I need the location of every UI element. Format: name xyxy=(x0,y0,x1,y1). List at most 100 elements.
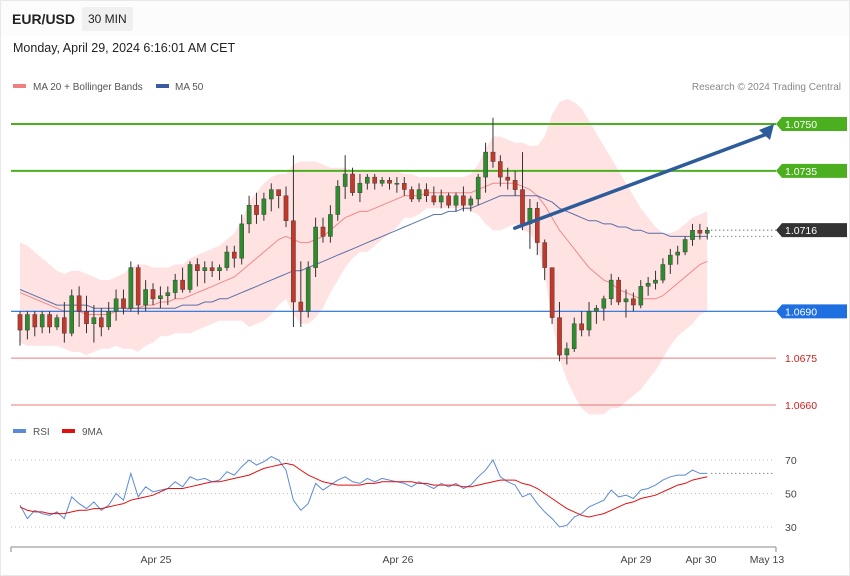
candle-down xyxy=(505,176,511,181)
candle-up xyxy=(571,323,577,349)
candle-down xyxy=(424,189,429,197)
candle-down xyxy=(520,189,525,225)
candle-up xyxy=(143,289,148,306)
candle-up xyxy=(165,292,171,296)
candle-down xyxy=(195,264,200,271)
candle-up xyxy=(128,267,134,309)
rsi-tick-70: 70 xyxy=(785,455,797,467)
candle-up xyxy=(438,195,444,203)
level-tag-1.0690 xyxy=(776,304,847,319)
candle-down xyxy=(180,279,185,290)
level-label-1.0750: 1.0750 xyxy=(785,119,817,131)
level-tag-1.0750 xyxy=(776,117,847,131)
candle-up xyxy=(54,317,60,328)
candle-up xyxy=(342,173,348,187)
forecast-arrow-head xyxy=(759,124,774,140)
watermark-text: Research © 2024 Trading Central xyxy=(692,82,841,93)
candle-down xyxy=(542,242,547,268)
candle-up xyxy=(690,229,695,240)
candle-down xyxy=(409,189,415,200)
candle-down xyxy=(150,289,156,300)
candle-up xyxy=(705,229,710,234)
legend-swatch-rsi xyxy=(13,429,26,433)
candle-down xyxy=(135,267,141,306)
last-price-tag xyxy=(776,223,847,238)
candle-up xyxy=(313,226,318,268)
candle-down xyxy=(549,267,555,318)
candle-down xyxy=(291,220,296,303)
forecast-arrow-shaft xyxy=(512,132,769,230)
candle-up xyxy=(172,279,178,293)
candle-up xyxy=(653,279,658,284)
level-label-1.0660: 1.0660 xyxy=(785,400,817,412)
candle-down xyxy=(276,189,281,197)
candle-up xyxy=(261,198,267,215)
candle-up xyxy=(239,223,245,259)
candle-up xyxy=(594,308,599,312)
level-label-1.0675: 1.0675 xyxy=(785,353,817,365)
x-tick-May-13: May 13 xyxy=(750,554,785,566)
legend-swatch-ma20 xyxy=(13,84,26,88)
candle-up xyxy=(305,267,311,312)
candle-down xyxy=(697,229,703,234)
candle-up xyxy=(475,176,481,200)
timeframe-badge[interactable]: 30 MIN xyxy=(82,7,133,31)
candle-up xyxy=(335,186,341,215)
candle-up xyxy=(483,151,488,178)
candle-up xyxy=(564,348,570,356)
candle-up xyxy=(328,214,333,237)
candle-up xyxy=(158,295,163,300)
level-label-1.0735: 1.0735 xyxy=(785,166,817,178)
symbol-label: EUR/USD xyxy=(12,11,76,27)
candle-down xyxy=(209,267,215,271)
candle-down xyxy=(631,298,636,306)
legend-label-rsi: RSI xyxy=(33,427,50,438)
x-tick-Apr-30: Apr 30 xyxy=(686,554,717,566)
candle-down xyxy=(490,151,496,162)
candle-down xyxy=(254,204,259,215)
candle-up xyxy=(608,279,614,300)
candle-down xyxy=(17,314,23,331)
x-tick-Apr-26: Apr 26 xyxy=(383,554,414,566)
candle-up xyxy=(357,183,363,193)
candle-up xyxy=(187,264,193,290)
candle-down xyxy=(47,314,52,328)
candle-down xyxy=(512,179,518,190)
legend-label-ma20: MA 20 + Bollinger Bands xyxy=(33,82,143,93)
header-bar xyxy=(0,0,850,36)
last-price-label: 1.0716 xyxy=(785,225,817,237)
candle-up xyxy=(113,298,119,312)
candle-up xyxy=(269,189,274,200)
bollinger-band-fill xyxy=(20,99,708,415)
legend-label-rsi-ma: 9MA xyxy=(82,427,103,438)
candle-down xyxy=(535,208,540,243)
candle-up xyxy=(638,286,644,306)
candle-down xyxy=(84,311,89,324)
candle-up xyxy=(69,295,74,334)
candle-up xyxy=(623,298,629,303)
candle-up xyxy=(468,198,474,206)
candle-up xyxy=(453,195,459,206)
candle-up xyxy=(394,183,400,185)
candle-up xyxy=(217,267,222,271)
candle-down xyxy=(76,295,82,312)
candle-down xyxy=(579,323,584,331)
candle-down xyxy=(62,317,67,334)
candle-up xyxy=(416,189,422,200)
x-tick-Apr-29: Apr 29 xyxy=(621,554,652,566)
legend-swatch-rsi-ma xyxy=(62,429,75,433)
candle-up xyxy=(106,311,111,328)
ma50-line xyxy=(19,195,708,309)
candle-down xyxy=(320,226,326,237)
candle-down xyxy=(121,298,126,309)
candle-up xyxy=(668,254,673,265)
candle-up xyxy=(365,176,370,184)
candle-up xyxy=(379,179,385,184)
candle-up xyxy=(39,314,45,328)
candle-down xyxy=(98,317,104,328)
candle-up xyxy=(682,239,688,253)
candle-up xyxy=(645,283,651,287)
candle-up xyxy=(91,317,97,325)
candle-up xyxy=(202,267,208,271)
